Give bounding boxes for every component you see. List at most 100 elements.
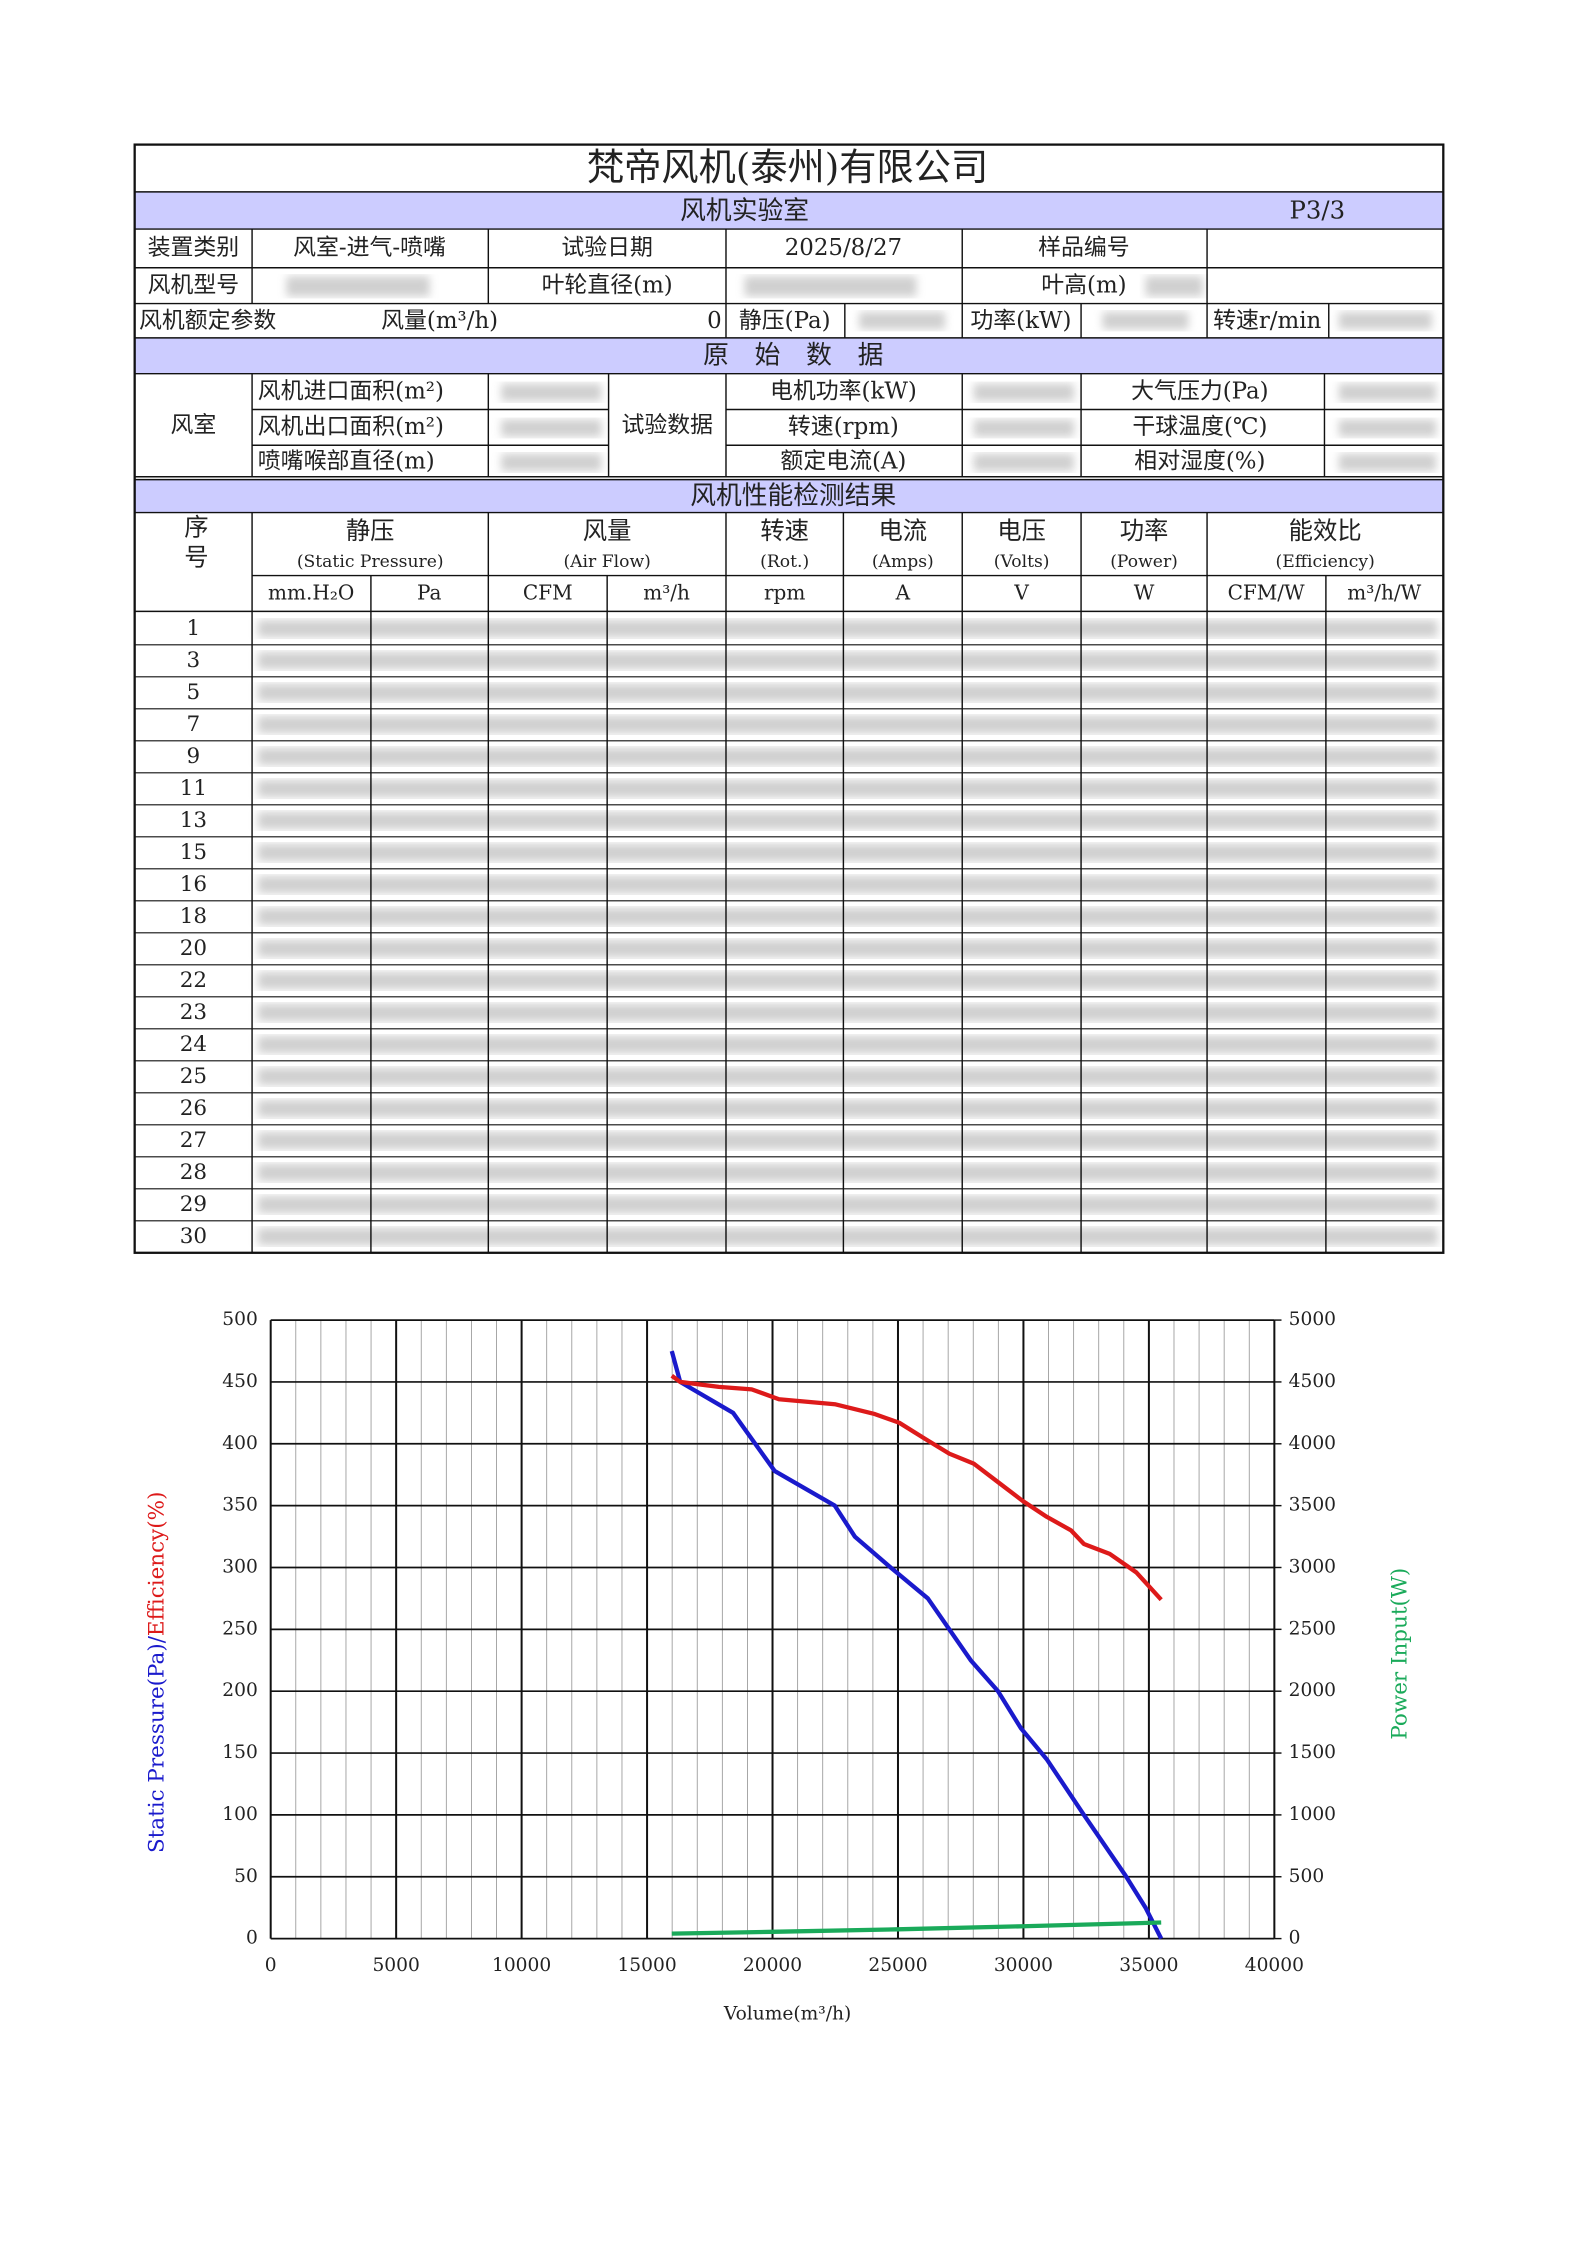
blurred-value — [257, 619, 1438, 638]
y2-axis-label: Power Input(W) — [1387, 1568, 1412, 1740]
blurred-value — [257, 811, 1438, 830]
x-tick-label: 25000 — [868, 1955, 927, 1976]
column-subheader: (Static Pressure) — [297, 552, 444, 572]
cell-text: 转速r/min — [1213, 308, 1321, 334]
column-header: 序号 — [181, 514, 210, 574]
row-number: 22 — [180, 968, 207, 993]
column-subheader: (Amps) — [872, 552, 934, 572]
y-tick-label: 400 — [222, 1433, 258, 1454]
chart: Volume(m³/h) Static Pressure(Pa)/Efficie… — [145, 1309, 1413, 2024]
column-subheader: (Rot.) — [760, 552, 809, 572]
cell-text: 试验日期 — [561, 235, 653, 261]
unit-label: V — [1013, 581, 1029, 605]
section-title: 原 始 数 据 — [703, 341, 883, 371]
cell-text: 试验数据 — [622, 413, 714, 439]
column-subheader: (Power) — [1110, 552, 1178, 572]
y-tick-label: 350 — [222, 1495, 258, 1516]
x-axis-label: Volume(m³/h) — [723, 2003, 851, 2024]
cell-text: 静压(Pa) — [739, 308, 831, 334]
blurred-value — [257, 1035, 1438, 1054]
row-number: 16 — [180, 872, 207, 897]
blurred-value — [859, 312, 946, 330]
cell-text: 干球温度(℃) — [1132, 414, 1267, 440]
cell-text: 0 — [707, 308, 722, 334]
lab-name: 风机实验室 — [680, 196, 809, 226]
section-title: 风机性能检测结果 — [690, 481, 896, 511]
y2-tick-label: 1500 — [1289, 1742, 1336, 1763]
row-number: 23 — [180, 1000, 207, 1025]
series-line — [671, 1920, 1162, 1936]
cell-text: 大气压力(Pa) — [1131, 378, 1268, 404]
cell-text: 风机进口面积(m²) — [258, 378, 444, 404]
y2-tick-label: 4500 — [1289, 1371, 1336, 1392]
blurred-value — [1338, 419, 1437, 437]
unit-label: A — [895, 581, 911, 605]
column-subheader: (Efficiency) — [1276, 552, 1375, 572]
y2-tick-label: 2500 — [1289, 1618, 1336, 1639]
blurred-value — [257, 1067, 1438, 1086]
y-tick-label: 500 — [222, 1309, 258, 1330]
blurred-value — [257, 875, 1438, 894]
row-number: 27 — [180, 1128, 207, 1153]
cell-text: 叶轮直径(m) — [542, 272, 673, 298]
y2-tick-label: 0 — [1289, 1928, 1301, 1949]
y-tick-label: 200 — [222, 1680, 258, 1701]
blurred-value — [973, 419, 1074, 437]
cell-text: 2025/8/27 — [785, 235, 902, 261]
column-subheader: (Volts) — [994, 552, 1050, 572]
y-label-pressure: Static Pressure(Pa)/ — [145, 1635, 170, 1853]
row-number: 15 — [180, 840, 207, 865]
row-number: 24 — [180, 1032, 207, 1057]
blurred-value — [257, 843, 1438, 862]
row-number: 18 — [180, 904, 207, 929]
table-outline — [133, 143, 1445, 1254]
company-title: 梵帝风机(泰州)有限公司 — [587, 145, 988, 189]
x-tick-label: 5000 — [372, 1955, 419, 1976]
blurred-value — [257, 971, 1438, 990]
y-label-efficiency: Efficiency(%) — [145, 1492, 170, 1637]
blurred-value — [1102, 312, 1189, 330]
column-header: 能效比 — [1289, 516, 1362, 545]
y-tick-label: 0 — [246, 1928, 258, 1949]
column-header: 风量 — [583, 516, 632, 545]
blurred-value — [257, 1163, 1438, 1182]
row-number: 30 — [180, 1224, 207, 1249]
y-tick-label: 150 — [222, 1742, 258, 1763]
unit-label: CFM — [523, 581, 573, 605]
y2-tick-label: 2000 — [1289, 1680, 1336, 1701]
y-tick-label: 100 — [222, 1804, 258, 1825]
blurred-value — [257, 1003, 1438, 1022]
cell-text: 功率(kW) — [970, 308, 1071, 334]
cell-text: 样品编号 — [1038, 235, 1130, 261]
blurred-value — [257, 1227, 1438, 1246]
cell-text: 风机出口面积(m²) — [258, 414, 444, 440]
blurred-value — [973, 383, 1074, 401]
x-tick-label: 40000 — [1245, 1955, 1304, 1976]
x-tick-label: 15000 — [617, 1955, 676, 1976]
cell-text: 转速(rpm) — [788, 414, 899, 440]
blurred-value — [501, 383, 602, 401]
row-number: 29 — [180, 1192, 207, 1217]
cell-text: 装置类别 — [148, 235, 240, 261]
blurred-value — [1338, 453, 1437, 472]
cell-text: 喷嘴喉部直径(m) — [258, 448, 435, 474]
x-tick-label: 10000 — [492, 1955, 551, 1976]
blurred-value — [501, 419, 602, 437]
header-band — [134, 191, 1444, 230]
column-subheader: (Air Flow) — [563, 552, 650, 572]
row-number: 25 — [180, 1064, 207, 1089]
y-tick-label: 250 — [222, 1618, 258, 1639]
column-header: 电压 — [997, 516, 1046, 545]
row-number: 3 — [187, 648, 201, 673]
blurred-value — [257, 939, 1438, 958]
column-header: 静压 — [346, 516, 395, 545]
cell-text: 额定电流(A) — [780, 448, 906, 474]
unit-label: W — [1134, 581, 1155, 605]
x-tick-label: 30000 — [994, 1955, 1053, 1976]
row-number: 28 — [180, 1160, 207, 1185]
row-number: 5 — [187, 680, 201, 705]
blurred-value — [257, 651, 1438, 670]
y2-tick-label: 1000 — [1289, 1804, 1336, 1825]
